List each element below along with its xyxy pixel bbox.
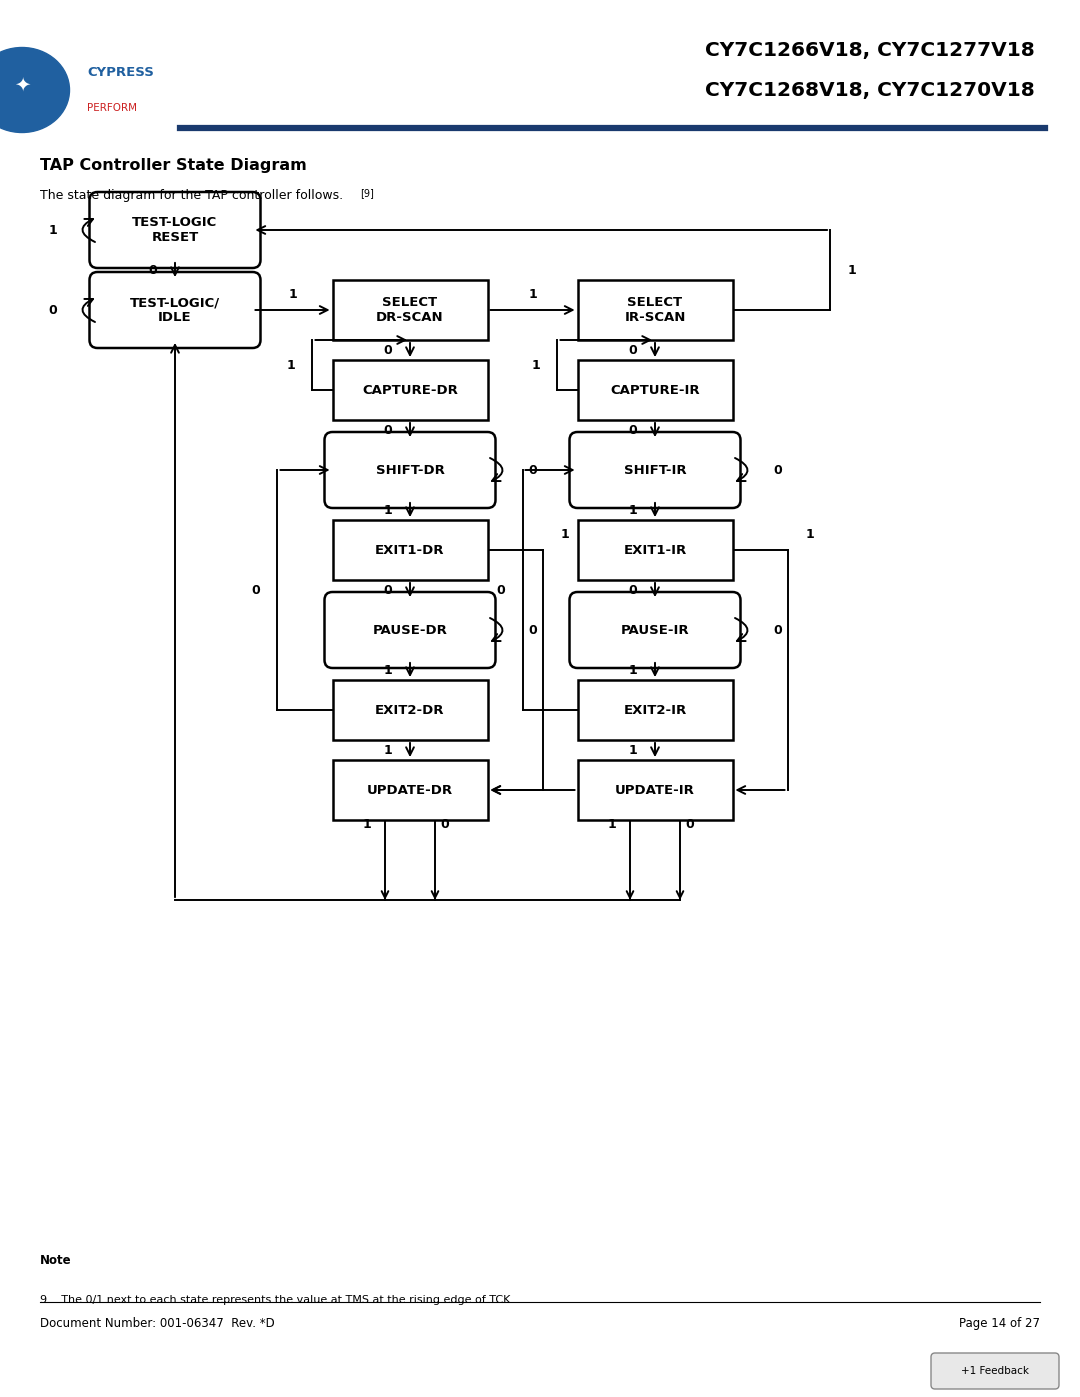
Text: 1: 1 — [528, 288, 537, 300]
Text: 1: 1 — [848, 264, 856, 277]
Text: 1: 1 — [629, 743, 637, 757]
Text: EXIT1-IR: EXIT1-IR — [623, 543, 687, 556]
Text: 0: 0 — [49, 303, 57, 317]
FancyBboxPatch shape — [90, 272, 260, 348]
Text: 1: 1 — [805, 528, 814, 542]
Text: 0: 0 — [629, 584, 637, 597]
Text: 0: 0 — [383, 584, 392, 597]
Text: 0: 0 — [629, 344, 637, 356]
Bar — [578, 760, 732, 820]
FancyBboxPatch shape — [931, 1354, 1059, 1389]
Text: CY7C1268V18, CY7C1270V18: CY7C1268V18, CY7C1270V18 — [705, 81, 1035, 99]
Bar — [578, 279, 732, 339]
Text: 1: 1 — [363, 819, 372, 831]
Text: 1: 1 — [49, 224, 57, 236]
Bar — [333, 760, 487, 820]
Text: Document Number: 001-06347  Rev. *D: Document Number: 001-06347 Rev. *D — [40, 1317, 274, 1330]
Text: CAPTURE-IR: CAPTURE-IR — [610, 384, 700, 397]
Text: 0: 0 — [496, 584, 504, 597]
Text: 0: 0 — [252, 584, 260, 597]
Bar — [333, 680, 487, 740]
Text: TAP Controller State Diagram: TAP Controller State Diagram — [40, 158, 307, 172]
Text: CYPRESS: CYPRESS — [87, 66, 153, 78]
FancyBboxPatch shape — [324, 432, 496, 509]
Text: SELECT
IR-SCAN: SELECT IR-SCAN — [624, 296, 686, 324]
Text: SHIFT-IR: SHIFT-IR — [623, 464, 686, 476]
Text: 1: 1 — [288, 288, 297, 300]
Text: 0: 0 — [383, 423, 392, 436]
Bar — [578, 520, 732, 580]
Bar — [333, 279, 487, 339]
Text: UPDATE-DR: UPDATE-DR — [367, 784, 454, 796]
Text: SELECT
DR-SCAN: SELECT DR-SCAN — [376, 296, 444, 324]
Text: 0: 0 — [383, 344, 392, 356]
Text: CAPTURE-DR: CAPTURE-DR — [362, 384, 458, 397]
Text: EXIT1-DR: EXIT1-DR — [375, 543, 445, 556]
Text: 0: 0 — [441, 819, 449, 831]
Text: 1: 1 — [531, 359, 540, 372]
Text: 0: 0 — [528, 623, 537, 637]
Text: Page 14 of 27: Page 14 of 27 — [959, 1317, 1040, 1330]
Text: 1: 1 — [629, 503, 637, 517]
Text: SHIFT-DR: SHIFT-DR — [376, 464, 445, 476]
Bar — [333, 520, 487, 580]
Text: 0: 0 — [149, 264, 158, 277]
Bar — [578, 360, 732, 420]
Text: PAUSE-IR: PAUSE-IR — [621, 623, 689, 637]
Text: 1: 1 — [383, 503, 392, 517]
Text: EXIT2-IR: EXIT2-IR — [623, 704, 687, 717]
FancyBboxPatch shape — [569, 592, 741, 668]
Text: Note: Note — [40, 1255, 71, 1267]
Bar — [578, 680, 732, 740]
Text: PERFORM: PERFORM — [87, 103, 137, 113]
FancyBboxPatch shape — [569, 432, 741, 509]
Text: PAUSE-DR: PAUSE-DR — [373, 623, 447, 637]
Text: 9.   The 0/1 next to each state represents the value at TMS at the rising edge o: 9. The 0/1 next to each state represents… — [40, 1295, 514, 1305]
Text: 0: 0 — [686, 819, 694, 831]
Text: [9]: [9] — [360, 189, 374, 198]
Text: 0: 0 — [528, 464, 537, 476]
Text: 1: 1 — [561, 528, 569, 542]
Text: 1: 1 — [286, 359, 295, 372]
Text: The state diagram for the TAP controller follows.: The state diagram for the TAP controller… — [40, 189, 343, 201]
Text: TEST-LOGIC
RESET: TEST-LOGIC RESET — [133, 217, 218, 244]
Text: EXIT2-DR: EXIT2-DR — [375, 704, 445, 717]
Text: 1: 1 — [629, 664, 637, 676]
FancyBboxPatch shape — [90, 191, 260, 268]
Text: UPDATE-IR: UPDATE-IR — [616, 784, 694, 796]
Text: 1: 1 — [383, 743, 392, 757]
FancyBboxPatch shape — [324, 592, 496, 668]
Text: CY7C1266V18, CY7C1277V18: CY7C1266V18, CY7C1277V18 — [705, 41, 1035, 60]
Text: TEST-LOGIC/
IDLE: TEST-LOGIC/ IDLE — [130, 296, 220, 324]
Ellipse shape — [0, 47, 69, 133]
Text: 1: 1 — [608, 819, 617, 831]
Text: ✦: ✦ — [14, 75, 30, 95]
Text: 0: 0 — [773, 623, 782, 637]
Text: +1 Feedback: +1 Feedback — [961, 1366, 1029, 1376]
Text: 1: 1 — [383, 664, 392, 676]
Bar — [333, 360, 487, 420]
Text: 0: 0 — [773, 464, 782, 476]
Text: 0: 0 — [629, 423, 637, 436]
